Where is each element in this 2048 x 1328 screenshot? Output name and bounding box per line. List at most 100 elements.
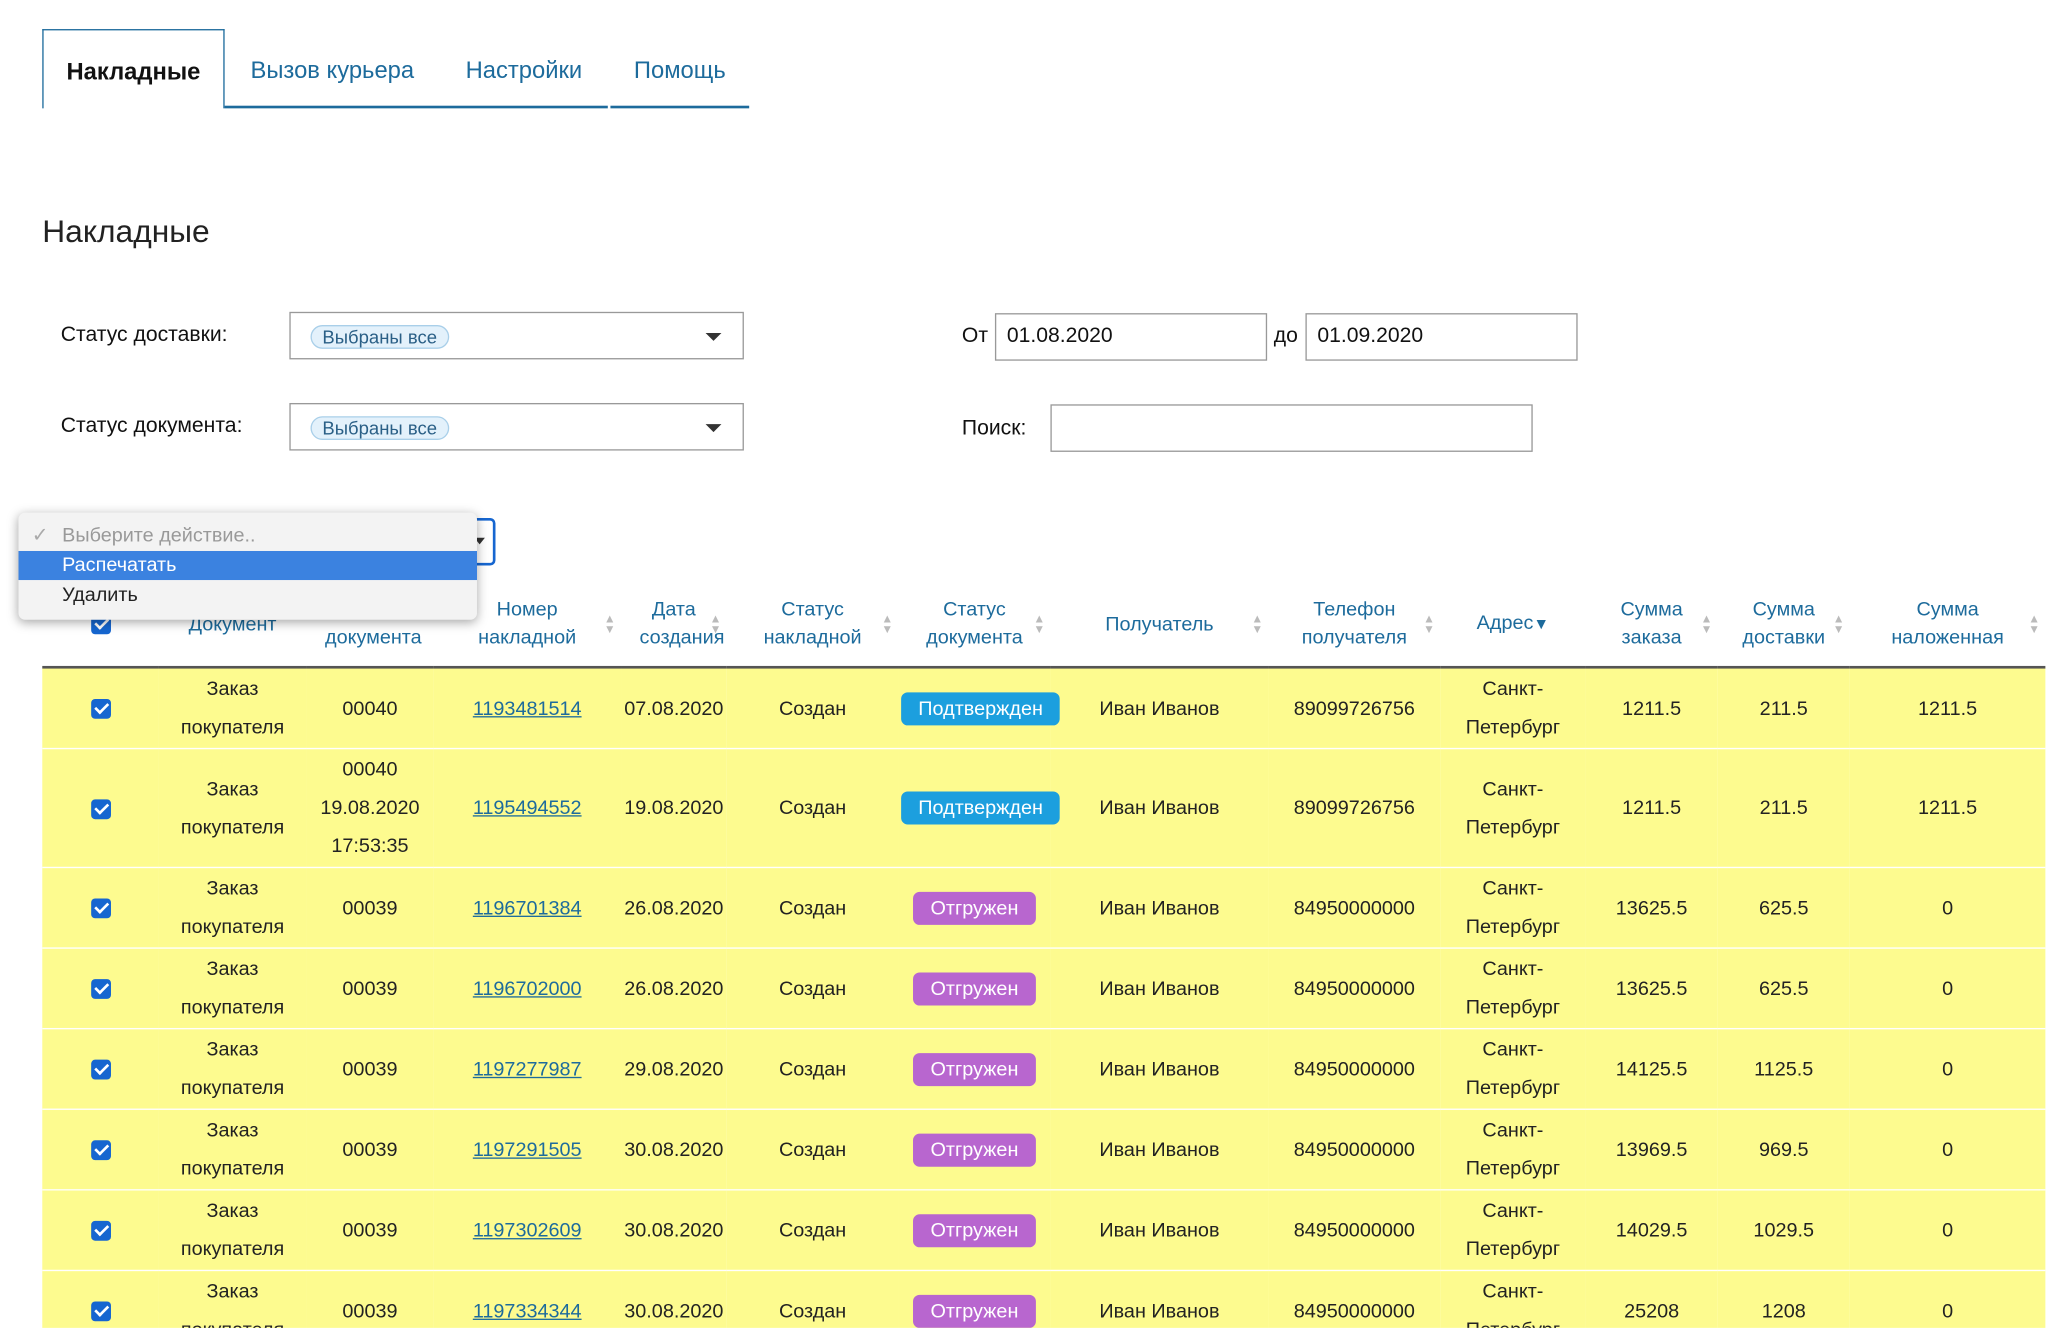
header-text: Получатель — [1105, 612, 1214, 635]
table-cell: Создан — [726, 1027, 899, 1110]
table-cell: 25208 — [1585, 1269, 1718, 1328]
cell-text: 30.08.2020 — [624, 1218, 724, 1242]
table-cell: Создан — [726, 666, 899, 749]
table-cell: Санкт-Петербург — [1440, 1027, 1586, 1110]
caret — [705, 424, 722, 433]
table-cell: 0 — [1849, 1108, 2046, 1190]
table-cell: 0 — [1849, 1189, 2046, 1271]
cell-text: 14029.5 — [1615, 1218, 1688, 1242]
cell-text: Заказ покупателя — [180, 877, 285, 939]
row-checkbox[interactable] — [90, 1140, 111, 1161]
cell-text: Заказ покупателя — [180, 677, 285, 739]
table-cell: Заказ покупателя — [158, 747, 307, 868]
table-cell: 1197291505 — [433, 1108, 622, 1190]
cell-text: Иван Иванов — [1099, 1138, 1220, 1161]
tab[interactable]: Помощь — [610, 29, 750, 109]
table-cell: Санкт-Петербург — [1440, 866, 1586, 949]
sort-icon: ▼ — [1533, 614, 1550, 633]
cell-text: Создан — [778, 1057, 847, 1081]
column-header: Адрес▼ — [1440, 581, 1586, 669]
cell-text: Создан — [778, 796, 847, 820]
tab[interactable]: Настройки — [439, 29, 608, 109]
row-checkbox[interactable] — [90, 1220, 111, 1241]
table-cell: Создан — [726, 1189, 899, 1271]
date-to-input[interactable]: 01.09.2020 — [1305, 313, 1578, 361]
checkbox-cell — [42, 1027, 159, 1110]
caret — [705, 332, 722, 341]
cell-text: 84950000000 — [1293, 1057, 1415, 1081]
sort-icon: ▲ ▼ — [1700, 611, 1713, 636]
waybill-link[interactable]: 1195494552 — [472, 796, 582, 820]
table-cell: 84950000000 — [1268, 866, 1441, 949]
table-cell: Иван Иванов — [1050, 947, 1269, 1029]
table-row: Заказ покупателя 00039 1197277987 29.08.202… — [42, 1027, 2046, 1110]
cell-text: 13625.5 — [1615, 896, 1688, 919]
table-cell: 89099726756 — [1268, 747, 1441, 868]
sort-icon: ▲ ▼ — [1251, 611, 1264, 636]
header-text: Номер накладной — [478, 598, 577, 649]
search-input[interactable] — [1050, 404, 1533, 452]
table-cell: 00040 — [306, 666, 434, 749]
row-checkbox[interactable] — [90, 798, 111, 819]
table-cell: 84950000000 — [1268, 1027, 1441, 1110]
table-row: Заказ покупателя 00039 1197302609 30.08.202… — [42, 1189, 2046, 1271]
table-cell: 13625.5 — [1585, 866, 1718, 949]
table-cell: 00039 — [306, 1108, 434, 1190]
menu-option[interactable]: Распечатать — [18, 550, 477, 581]
document-status-select[interactable]: Выбраны все — [289, 402, 744, 451]
cell-text: 00039 — [342, 1057, 398, 1081]
table-cell: Иван Иванов — [1050, 1027, 1269, 1110]
table-cell: 1197277987 — [433, 1027, 622, 1110]
table-cell: 00040 19.08.2020 17:53:35 — [306, 747, 434, 868]
tab[interactable]: Накладные — [42, 29, 225, 109]
waybill-link[interactable]: 1197334344 — [472, 1299, 582, 1322]
cell-text: 89099726756 — [1293, 796, 1415, 820]
column-header: Статус накладной ▲ ▼ — [726, 581, 899, 669]
status-badge: Отгружен — [913, 971, 1036, 1005]
delivery-status-select[interactable]: Выбраны все — [289, 311, 744, 360]
cell-text: 89099726756 — [1293, 696, 1415, 720]
sort-icon: ▲ ▼ — [1033, 611, 1046, 636]
waybill-link[interactable]: 1197302609 — [472, 1218, 582, 1242]
caret — [474, 537, 485, 545]
row-checkbox[interactable] — [90, 1301, 111, 1322]
table-cell: 625.5 — [1717, 866, 1850, 949]
waybill-link[interactable]: 1193481514 — [472, 696, 582, 720]
select-chip: Выбраны все — [310, 325, 449, 349]
waybill-link[interactable]: 1196702000 — [472, 977, 582, 1000]
cell-text: 00039 — [342, 896, 398, 919]
cell-text: Санкт-Петербург — [1465, 777, 1561, 839]
row-checkbox[interactable] — [90, 898, 111, 919]
cell-text: 13625.5 — [1615, 977, 1688, 1000]
cell-text: 1211.5 — [1918, 796, 1978, 820]
table-cell: Отгружен — [898, 947, 1051, 1029]
row-checkbox[interactable] — [90, 1059, 111, 1080]
table-row: Заказ покупателя 00040 1193481514 07.08.202… — [42, 666, 2046, 749]
table-cell: 89099726756 — [1268, 666, 1441, 749]
cell-text: 13969.5 — [1615, 1138, 1688, 1161]
table-row: Заказ покупателя 00039 1197334344 30.08.202… — [42, 1269, 2046, 1328]
waybill-link[interactable]: 1197277987 — [472, 1057, 582, 1081]
status-badge: Отгружен — [913, 1052, 1036, 1086]
table-cell: Иван Иванов — [1050, 666, 1269, 749]
filter-label: Поиск: — [961, 417, 1027, 440]
table-cell: 07.08.2020 — [621, 666, 727, 749]
status-badge: Отгружен — [913, 891, 1036, 925]
tab[interactable]: Вызов курьера — [224, 29, 440, 109]
cell-text: 1211.5 — [1622, 696, 1682, 720]
table-cell: 84950000000 — [1268, 1108, 1441, 1190]
cell-text: Санкт-Петербург — [1465, 1199, 1561, 1261]
waybill-link[interactable]: 1196701384 — [472, 896, 582, 919]
cell-text: 29.08.2020 — [624, 1057, 724, 1081]
cell-text: Иван Иванов — [1099, 977, 1220, 1000]
waybill-link[interactable]: 1197291505 — [472, 1138, 582, 1161]
table-cell: Отгружен — [898, 1108, 1051, 1190]
table-cell: Санкт-Петербург — [1440, 666, 1586, 749]
date-from-input[interactable]: 01.08.2020 — [994, 313, 1268, 361]
row-checkbox[interactable] — [90, 699, 111, 719]
cell-text: Санкт-Петербург — [1465, 1119, 1561, 1180]
status-badge: Подтвержден — [901, 791, 1061, 825]
row-checkbox[interactable] — [90, 979, 111, 999]
menu-option[interactable]: Удалить — [62, 584, 138, 607]
